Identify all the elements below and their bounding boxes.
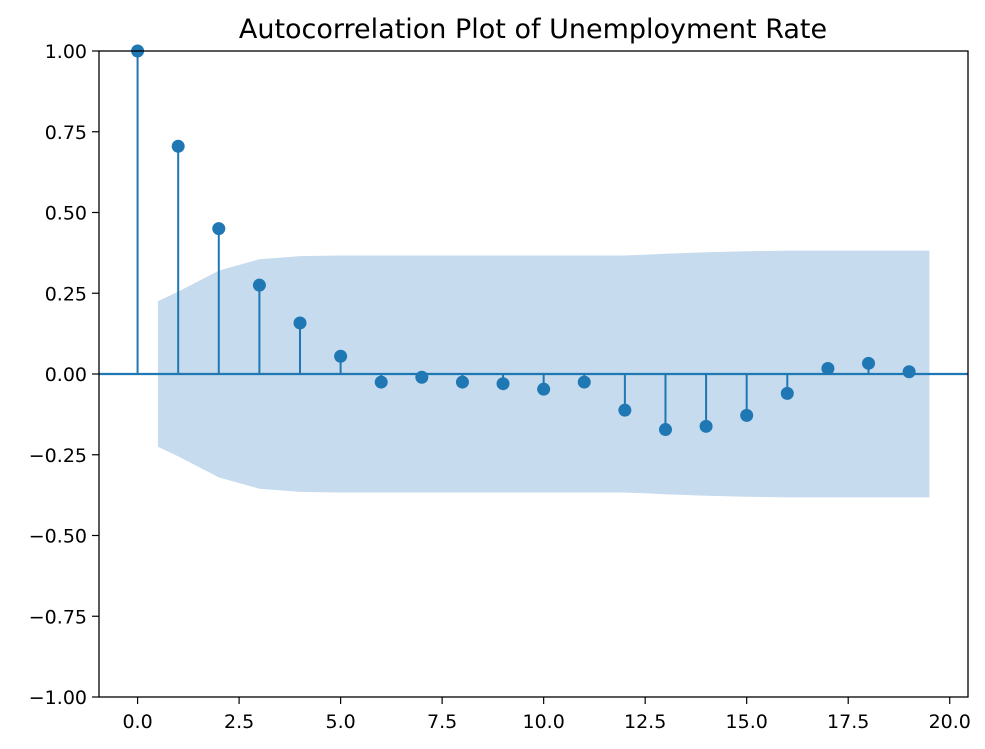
acf-point: [577, 375, 591, 389]
acf-point: [740, 408, 754, 422]
y-tick-label: −0.75: [29, 606, 87, 628]
x-tick-label: 12.5: [624, 711, 666, 733]
x-tick-label: 10.0: [522, 711, 564, 733]
x-tick-label: 5.0: [326, 711, 356, 733]
acf-point: [415, 370, 429, 384]
x-tick-label: 2.5: [224, 711, 254, 733]
acf-point: [537, 382, 551, 396]
x-tick-label: 0.0: [122, 711, 152, 733]
acf-point: [293, 316, 307, 330]
y-tick-label: −0.50: [29, 526, 87, 548]
x-tick-label: 7.5: [427, 711, 457, 733]
y-tick-label: 0.50: [45, 203, 87, 225]
acf-point: [618, 403, 632, 417]
acf-point: [780, 386, 794, 400]
acf-point: [171, 139, 185, 153]
acf-point: [658, 423, 672, 437]
acf-point: [699, 419, 713, 433]
x-axis: 0.0 2.5 5.0 7.5 10.0 12.5 15.0 17.5 20.0: [122, 697, 971, 733]
y-tick-label: 0.00: [45, 364, 87, 386]
acf-point: [902, 365, 916, 379]
y-tick-label: 0.25: [45, 283, 87, 305]
x-tick-label: 15.0: [726, 711, 768, 733]
y-tick-label: 0.75: [45, 122, 87, 144]
y-axis: −1.00 −0.75 −0.50 −0.25 0.00 0.25 0.50 0.75 1.00: [29, 41, 99, 709]
acf-point: [862, 356, 876, 370]
acf-point: [496, 377, 510, 391]
chart-title: Autocorrelation Plot of Unemployment Rat…: [239, 14, 827, 45]
x-tick-label: 17.5: [827, 711, 869, 733]
acf-point: [455, 375, 469, 389]
y-tick-label: 1.00: [45, 41, 87, 63]
acf-point: [821, 362, 835, 376]
acf-point: [374, 375, 388, 389]
y-tick-label: −0.25: [29, 445, 87, 467]
y-tick-label: −1.00: [29, 687, 87, 709]
acf-point: [252, 278, 266, 292]
x-tick-label: 20.0: [929, 711, 971, 733]
acf-point: [212, 222, 226, 236]
acf-point: [334, 349, 348, 363]
